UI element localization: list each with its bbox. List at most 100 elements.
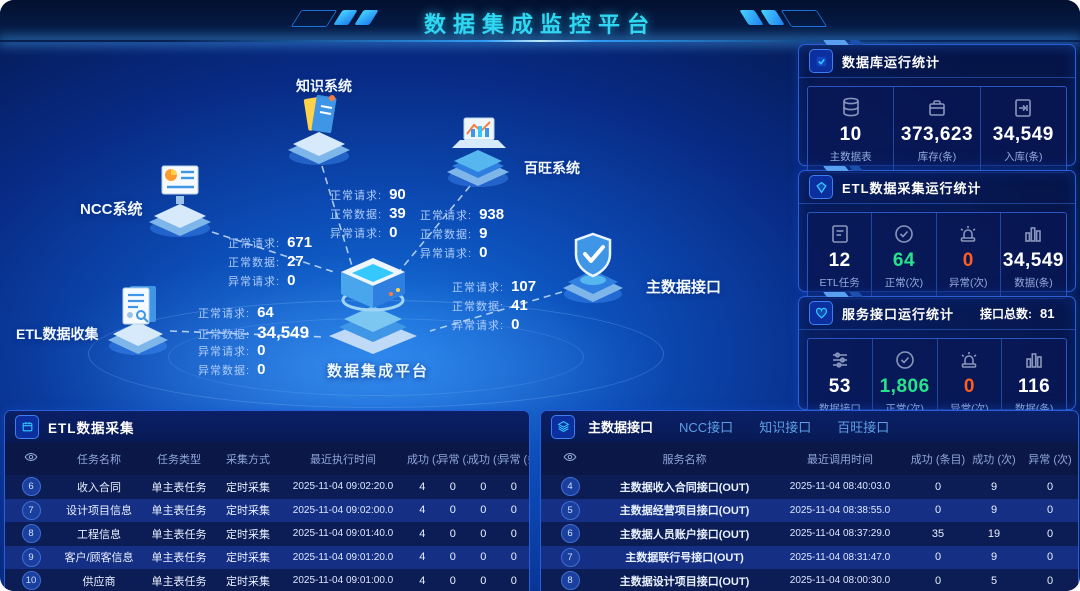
layers-icon [551, 414, 575, 439]
check-circle-icon [895, 225, 913, 243]
etl-panel-header: ETL数据采集运行统计 [799, 171, 1075, 204]
stat-cell: 34,549 数据(条) [1001, 213, 1066, 298]
stat-label: 异常请求: [420, 248, 473, 260]
col-error-times: 异常 (次) [437, 453, 469, 466]
table-row[interactable]: 10 供应商 单主表任务 定时采集 2025-11-04 09:01:00.0 … [5, 569, 529, 591]
stat-value: 0 [511, 316, 520, 333]
service-panel-title: 服务接口运行统计 [842, 306, 955, 322]
stat-cell: 12 ETL任务 [808, 213, 873, 298]
stat-cell: 64 正常(次) [872, 213, 937, 298]
stat-cell: 34,549 入库(条) [981, 87, 1066, 172]
etl-table-panel: ETL数据采集 任务名称 任务类型 采集方式 最近执行时间 成功 (次) 异常 … [4, 410, 530, 591]
ncc-system-node [140, 160, 220, 245]
database-icon [842, 97, 859, 117]
row-index-badge: 6 [560, 524, 580, 544]
storage-icon [929, 100, 945, 116]
table-row[interactable]: 6 收入合同 单主表任务 定时采集 2025-11-04 09:02:20.0 … [5, 475, 529, 499]
etl-collect-node [100, 280, 176, 363]
stat-caption: 异常(次) [948, 277, 988, 289]
eye-icon[interactable] [563, 450, 577, 464]
laptop-chart-icon [447, 117, 509, 187]
db-panel-header: 数据库运行统计 [799, 45, 1075, 78]
table-row[interactable]: 8 工程信息 单主表任务 定时采集 2025-11-04 09:01:40.0 … [5, 522, 529, 546]
stat-label: 正常请求: [198, 308, 251, 320]
stat-caption: 主数据表 [829, 151, 872, 163]
tab-baiwang-interface[interactable]: 百旺接口 [837, 420, 890, 435]
heart-icon [809, 301, 833, 325]
etl-statbox: 12 ETL任务 64 正常(次) 0 异常(次) 34,549 数据(条) [807, 212, 1067, 299]
stat-value: 671 [287, 234, 313, 251]
stat-caption: 入库(条) [1004, 151, 1043, 163]
table-row[interactable]: 4 主数据收入合同接口(OUT) 2025-11-04 08:40:03.0 0… [541, 475, 1078, 499]
stat-cell: 373,623 库存(条) [894, 87, 981, 172]
tab-master-interface[interactable]: 主数据接口 [588, 420, 654, 435]
knowledge-stats: 正常请求: 90 正常数据: 39 异常请求: 0 [330, 186, 406, 243]
row-index-badge: 6 [21, 477, 41, 497]
alarm-icon [960, 226, 976, 242]
stat-label: 正常数据: [228, 257, 281, 269]
baiwang-system-node [438, 112, 518, 195]
row-index-badge: 7 [560, 547, 580, 567]
interface-tabs: 主数据接口 NCC接口 知识接口 百旺接口 [588, 417, 889, 436]
stat-caption: 数据(条) [1014, 277, 1053, 289]
sliders-icon [832, 352, 847, 368]
calendar-icon [15, 414, 39, 439]
stat-value: 34,549 [257, 323, 310, 342]
row-index-badge: 8 [21, 524, 41, 544]
db-statbox: 10 主数据表 373,623 库存(条) 34,549 入库(条) [807, 86, 1067, 173]
knowledge-system-node [280, 90, 358, 173]
stat-label: 异常数据: [198, 365, 251, 377]
visibility-column[interactable] [541, 450, 599, 467]
stat-number: 34,549 [992, 124, 1054, 145]
etl-panel-title: ETL数据采集运行统计 [842, 180, 982, 196]
table-row[interactable]: 8 主数据设计项目接口(OUT) 2025-11-04 08:00:30.0 0… [541, 569, 1078, 591]
check-circle-icon [895, 351, 914, 369]
stat-number: 116 [1018, 376, 1051, 397]
eye-icon[interactable] [24, 450, 38, 464]
row-index-badge: 5 [560, 500, 580, 520]
task-file-icon [831, 225, 848, 243]
baiwang-stats: 正常请求: 938 正常数据: 9 异常请求: 0 [420, 206, 504, 263]
visibility-column[interactable] [5, 450, 57, 467]
stat-number: 10 [839, 124, 862, 145]
stat-number: 34,549 [1002, 250, 1065, 271]
stat-value: 107 [511, 278, 537, 295]
books-icon [288, 94, 350, 165]
stat-label: 异常请求: [452, 320, 505, 332]
etl-stats-panel: ETL数据采集运行统计 12 ETL任务 64 正常(次) 0 异常(次) 34… [798, 166, 1076, 299]
stat-number: 373,623 [900, 124, 974, 145]
integration-platform-node [320, 256, 426, 365]
table-row[interactable]: 7 设计项目信息 单主表任务 定时采集 2025-11-04 09:02:00.… [5, 498, 529, 522]
col-collect-mode: 采集方式 [226, 453, 270, 466]
stat-value: 90 [389, 186, 406, 203]
bar-chart-icon [1025, 227, 1042, 242]
stat-label: 正常数据: [452, 301, 505, 313]
stat-value: 0 [389, 224, 398, 241]
stat-label: 正常请求: [420, 210, 473, 222]
table-row[interactable]: 5 主数据经营项目接口(OUT) 2025-11-04 08:38:55.0 0… [541, 498, 1078, 522]
tab-knowledge-interface[interactable]: 知识接口 [759, 420, 812, 435]
service-table-panel: 主数据接口 NCC接口 知识接口 百旺接口 服务名称 最近调用时间 成功 (条目… [540, 410, 1079, 591]
stat-number: 0 [962, 250, 974, 271]
panel-notch [823, 292, 849, 297]
table-row[interactable]: 7 主数据联行号接口(OUT) 2025-11-04 08:31:47.0 0 … [541, 545, 1078, 569]
col-error-items: 异常 (条目) [498, 453, 530, 466]
stat-value: 0 [257, 361, 266, 378]
documents-search-icon [108, 286, 168, 355]
panel-notch [823, 166, 849, 171]
shield-check-icon [563, 232, 623, 303]
panel-notch [565, 410, 591, 411]
col-service-name: 服务名称 [662, 453, 707, 466]
node-label-center: 数据集成平台 [327, 363, 430, 380]
col-success-times: 成功 (次) [972, 453, 1016, 466]
table-row[interactable]: 6 主数据人员账户接口(OUT) 2025-11-04 08:37:29.0 3… [541, 522, 1078, 546]
tab-ncc-interface[interactable]: NCC接口 [679, 420, 734, 435]
col-success-items: 成功 (条目) [910, 453, 966, 466]
table-row[interactable]: 9 客户/顾客信息 单主表任务 定时采集 2025-11-04 09:01:20… [5, 545, 529, 569]
stat-label: 正常数据: [420, 229, 473, 241]
etl-table-header-bar: ETL数据采集 [5, 411, 529, 442]
row-index-badge: 7 [21, 500, 41, 520]
stat-label: 正常数据: [198, 329, 251, 341]
node-label-etl-collect: ETL数据收集 [16, 326, 99, 342]
etl-table-column-headers: 任务名称 任务类型 采集方式 最近执行时间 成功 (次) 异常 (次) 成功 (… [5, 442, 529, 475]
